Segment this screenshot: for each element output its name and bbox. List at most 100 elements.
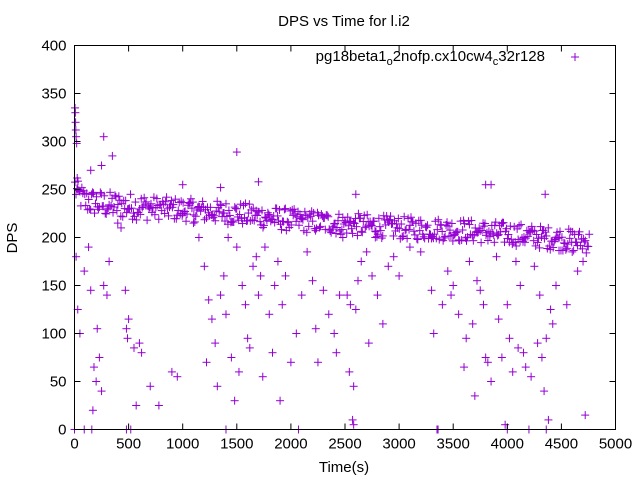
data-point — [575, 227, 584, 236]
data-point — [550, 237, 559, 246]
data-point — [241, 199, 250, 208]
data-point — [225, 211, 234, 220]
data-point — [109, 208, 118, 217]
data-point — [422, 223, 431, 232]
data-point — [258, 223, 267, 232]
data-point — [196, 207, 205, 216]
data-point — [546, 305, 555, 314]
data-point — [161, 197, 170, 206]
chart-title: DPS vs Time for l.i2 — [278, 13, 410, 30]
legend-marker — [571, 53, 579, 61]
data-point — [188, 198, 197, 207]
data-point — [351, 190, 360, 199]
data-point — [281, 204, 290, 213]
data-point — [171, 195, 180, 204]
data-point — [143, 216, 152, 225]
data-point — [254, 177, 263, 186]
data-point — [134, 208, 143, 217]
data-point — [403, 234, 412, 243]
data-point — [178, 209, 187, 218]
data-point — [146, 382, 155, 391]
data-point — [90, 209, 99, 218]
data-point — [167, 367, 176, 376]
data-point — [273, 211, 282, 220]
data-point — [211, 339, 220, 348]
data-point — [200, 262, 209, 271]
data-point — [241, 300, 250, 309]
data-point — [230, 396, 239, 405]
data-point — [377, 234, 386, 243]
data-point — [122, 208, 131, 217]
data-point — [99, 202, 108, 211]
data-point — [206, 203, 215, 212]
data-point — [232, 204, 241, 213]
data-point — [537, 353, 546, 362]
data-point — [235, 210, 244, 219]
data-point — [243, 334, 252, 343]
data-point — [347, 224, 356, 233]
data-point — [80, 267, 89, 276]
data-point — [258, 372, 267, 381]
data-point — [122, 324, 131, 333]
data-point — [413, 235, 422, 244]
data-point — [112, 206, 121, 215]
data-point — [496, 227, 505, 236]
legend-part-2: 2nofp.cx10cw4 — [393, 48, 493, 65]
data-point — [150, 210, 159, 219]
data-point — [248, 215, 257, 224]
legend-series-label: pg18beta1o2nofp.cx10cw4c32r128 — [316, 48, 545, 68]
y-tick-label: 50 — [50, 374, 67, 391]
data-point — [565, 234, 574, 243]
data-point — [438, 300, 447, 309]
data-point — [389, 252, 398, 261]
data-point — [544, 415, 553, 424]
data-point — [501, 420, 510, 429]
data-point — [515, 221, 524, 230]
data-point — [447, 219, 456, 228]
data-point — [264, 210, 273, 219]
data-point — [569, 246, 578, 255]
data-point — [542, 334, 551, 343]
data-point — [559, 238, 568, 247]
data-point — [286, 358, 295, 367]
data-point — [521, 363, 530, 372]
data-point — [362, 247, 371, 256]
data-point — [348, 229, 357, 238]
data-point — [410, 230, 419, 239]
x-tick-label: 2500 — [328, 436, 361, 453]
data-point — [211, 216, 220, 225]
data-point — [276, 396, 285, 405]
data-point — [295, 221, 304, 230]
data-point — [152, 194, 161, 203]
data-point — [527, 372, 536, 381]
data-point — [376, 226, 385, 235]
data-point — [580, 237, 589, 246]
data-point — [84, 195, 93, 204]
data-point — [73, 305, 82, 314]
y-tick-label: 100 — [41, 326, 66, 343]
data-point — [346, 300, 355, 309]
data-point — [384, 262, 393, 271]
x-axis-label: Time(s) — [319, 459, 369, 476]
data-point — [82, 189, 91, 198]
data-point — [584, 242, 593, 251]
data-point — [401, 226, 410, 235]
data-point — [579, 257, 588, 266]
data-point — [99, 132, 108, 141]
data-point — [335, 291, 344, 300]
data-point — [292, 329, 301, 338]
data-point — [245, 200, 254, 209]
data-point — [207, 315, 216, 324]
data-point — [353, 231, 362, 240]
data-point — [351, 305, 360, 314]
data-point — [113, 200, 122, 209]
data-point — [476, 286, 485, 295]
data-point — [302, 228, 311, 237]
data-point — [491, 218, 500, 227]
data-point — [398, 232, 407, 241]
data-point — [520, 238, 529, 247]
x-tick-label: 2000 — [274, 436, 307, 453]
data-point — [92, 377, 101, 386]
data-point — [531, 241, 540, 250]
data-point — [419, 232, 428, 241]
